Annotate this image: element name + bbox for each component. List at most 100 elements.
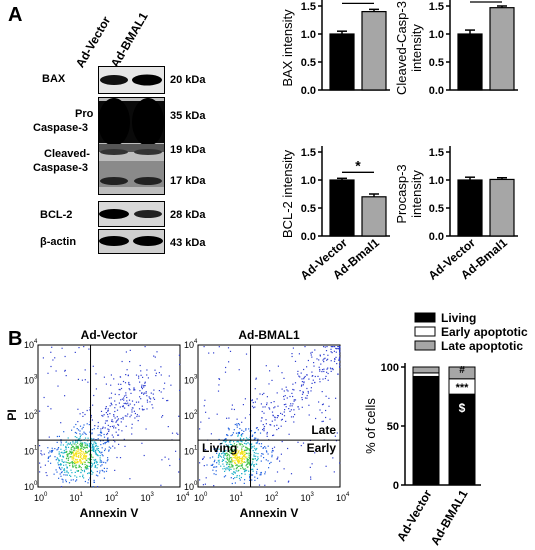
y-axis-label: BCL-2 intensity xyxy=(280,149,295,238)
stacked-bar-segment xyxy=(448,366,476,380)
bar xyxy=(457,33,483,91)
y-tick-label: 0.5 xyxy=(301,57,316,69)
significance-label: ** xyxy=(353,0,364,4)
x-tick-label: 10 xyxy=(34,493,44,503)
x-tick-label: 10 xyxy=(105,493,115,503)
bax-blot xyxy=(98,66,165,94)
legend-label: Late apoptotic xyxy=(441,339,523,353)
y-axis-label: Procasp-3 xyxy=(394,164,409,223)
y-tick-label: 1.5 xyxy=(429,1,444,13)
kda-28: 28 kDa xyxy=(170,209,206,221)
blot-label-pro: Pro xyxy=(75,108,94,120)
blot-label-caspase3-a: Caspase-3 xyxy=(33,122,89,134)
y-tick-label: 1.5 xyxy=(301,147,316,159)
blot-label-actin: β-actin xyxy=(40,236,77,248)
x-tick-label: 10 xyxy=(301,493,311,503)
stacked-bar-segment xyxy=(412,372,440,377)
legend-label: Living xyxy=(441,311,476,325)
flow-x-label: Annexin V xyxy=(80,506,139,520)
x-tick-exponent: 1 xyxy=(240,492,244,498)
y-tick-exponent: 2 xyxy=(34,410,38,416)
y-tick-label: 10 xyxy=(24,482,34,492)
y-tick-label: 0 xyxy=(393,480,399,492)
lane-label-bmal1: Ad-BMAL1 xyxy=(107,9,151,70)
y-tick-exponent: 1 xyxy=(34,446,38,452)
legend-swatch xyxy=(414,312,436,323)
x-tick-label: 10 xyxy=(70,493,80,503)
bar xyxy=(361,196,387,237)
y-tick-label: 50 xyxy=(387,421,399,433)
y-tick-label: 10 xyxy=(24,376,34,386)
y-tick-label: 10 xyxy=(24,447,34,457)
kda-17: 17 kDa xyxy=(170,175,206,187)
quadrant-label-living: Living xyxy=(202,441,237,455)
bcl2-blot xyxy=(98,201,165,227)
y-tick-label: 0.0 xyxy=(301,231,316,243)
y-axis-label: intensity xyxy=(409,170,424,218)
stacked-bar-segment xyxy=(412,375,440,486)
y-tick-label: 0.5 xyxy=(429,57,444,69)
flow-plot-title: Ad-BMAL1 xyxy=(238,328,300,342)
y-label-group: BCL-2 intensity xyxy=(280,149,295,238)
y-axis-label: intensity xyxy=(409,24,424,72)
x-tick-label: 10 xyxy=(230,493,240,503)
y-tick-label: 10 xyxy=(184,376,194,386)
bar xyxy=(329,179,355,237)
x-tick-label: Ad-BMAL1 xyxy=(428,487,471,547)
y-tick-exponent: 4 xyxy=(34,339,38,345)
actin-blot xyxy=(98,229,165,254)
x-tick-exponent: 2 xyxy=(115,492,119,498)
kda-35: 35 kDa xyxy=(170,110,206,122)
y-tick-exponent: 2 xyxy=(194,410,198,416)
x-tick-label: 10 xyxy=(336,493,346,503)
y-tick-exponent: 1 xyxy=(194,446,198,452)
bar xyxy=(489,178,515,237)
blot-label-cleaved: Cleaved- xyxy=(44,148,90,160)
kda-43: 43 kDa xyxy=(170,237,206,249)
x-tick-label: Ad-Vector xyxy=(394,487,435,543)
x-tick-label: 10 xyxy=(176,493,186,503)
panel-a-label: A xyxy=(8,4,23,26)
y-label-group: BAX intensity xyxy=(280,9,295,87)
y-tick-exponent: 4 xyxy=(194,339,198,345)
y-tick-label: 10 xyxy=(184,340,194,350)
y-tick-label: 10 xyxy=(24,340,34,350)
panel-a-bar-charts: 0.0 0.5 1.0 1.5 BAX intensity ** 0.0 0.5 1.0 1.5 C… xyxy=(280,0,518,283)
y-tick-label: 1.5 xyxy=(301,1,316,13)
y-label-group: Procasp-3 intensity xyxy=(394,164,424,223)
annotation-living: $ xyxy=(459,401,466,415)
x-tick-exponent: 4 xyxy=(346,492,350,498)
bar xyxy=(489,7,515,91)
y-tick-label: 1.0 xyxy=(429,175,444,187)
x-tick-label: 10 xyxy=(194,493,204,503)
y-tick-label: 10 xyxy=(184,447,194,457)
flow-y-label: PI xyxy=(5,409,19,420)
flow-x-label: Annexin V xyxy=(240,506,299,520)
bar xyxy=(329,33,355,91)
flow-dots xyxy=(199,346,341,487)
y-label-group: Cleaved-Casp-3 intensity xyxy=(394,1,424,95)
x-tick-exponent: 2 xyxy=(275,492,279,498)
quadrant-label-late: Late xyxy=(311,423,336,437)
legend-label: Early apoptotic xyxy=(441,325,528,339)
y-tick-exponent: 3 xyxy=(34,375,38,381)
y-tick-label: 10 xyxy=(184,411,194,421)
x-tick-exponent: 0 xyxy=(44,492,48,498)
flow-plot-frame xyxy=(197,344,341,488)
y-axis-label: % of cells xyxy=(363,398,378,454)
x-tick-label: 10 xyxy=(265,493,275,503)
bar xyxy=(457,179,483,237)
stacked-bar-segment xyxy=(448,393,476,486)
quadrant-label-early: Early xyxy=(307,441,337,455)
kda-19: 19 kDa xyxy=(170,144,206,156)
x-tick-label: 10 xyxy=(141,493,151,503)
legend-swatch xyxy=(414,340,436,351)
y-tick-label: 10 xyxy=(184,482,194,492)
blot-label-bax: BAX xyxy=(42,73,66,85)
blot-label-caspase3-b: Caspase-3 xyxy=(33,162,89,174)
y-tick-exponent: 0 xyxy=(194,481,198,487)
legend-swatch xyxy=(414,326,436,337)
x-tick-exponent: 4 xyxy=(186,492,190,498)
